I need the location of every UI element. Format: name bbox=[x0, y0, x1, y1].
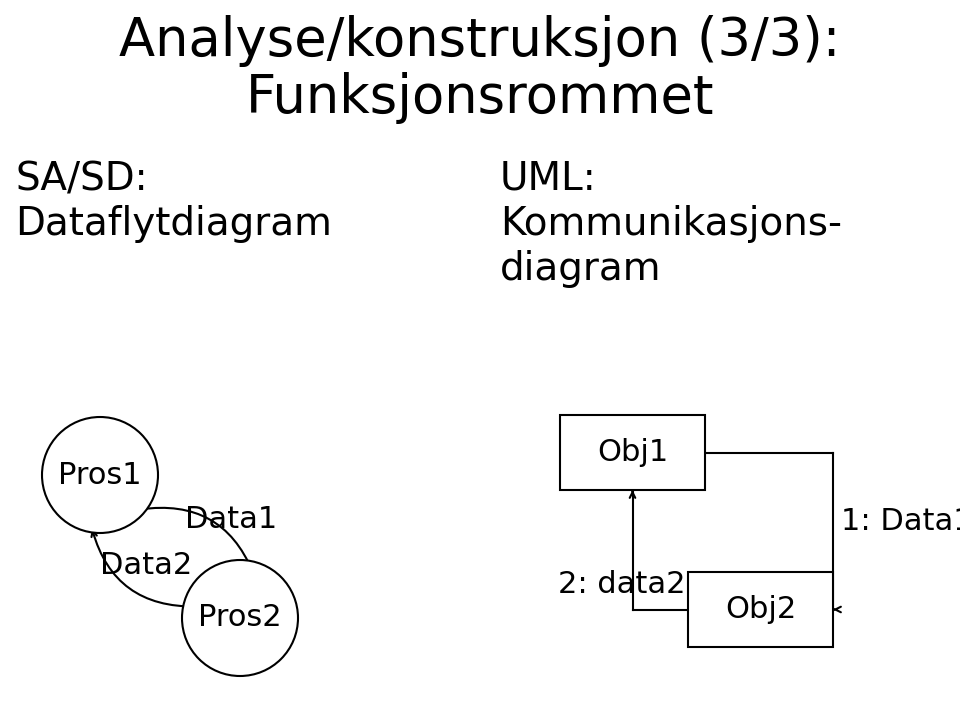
Text: 2: data2: 2: data2 bbox=[558, 570, 685, 599]
Text: 1: Data1: 1: Data1 bbox=[841, 507, 960, 536]
Text: UML:: UML: bbox=[500, 160, 597, 198]
Text: Pros1: Pros1 bbox=[59, 460, 142, 489]
Text: Analyse/konstruksjon (3/3):: Analyse/konstruksjon (3/3): bbox=[119, 15, 841, 67]
Bar bbox=[560, 415, 705, 490]
Text: diagram: diagram bbox=[500, 250, 661, 288]
Circle shape bbox=[182, 560, 298, 676]
Text: Obj1: Obj1 bbox=[597, 438, 668, 467]
Text: Data1: Data1 bbox=[185, 505, 277, 534]
Text: Obj2: Obj2 bbox=[725, 595, 796, 624]
Text: Funksjonsrommet: Funksjonsrommet bbox=[246, 72, 714, 124]
Text: Data2: Data2 bbox=[100, 550, 192, 579]
Text: Pros2: Pros2 bbox=[198, 603, 282, 632]
Text: Dataflytdiagram: Dataflytdiagram bbox=[15, 205, 332, 243]
Circle shape bbox=[42, 417, 158, 533]
Text: SA/SD:: SA/SD: bbox=[15, 160, 148, 198]
Bar bbox=[688, 572, 833, 647]
Text: Kommunikasjons-: Kommunikasjons- bbox=[500, 205, 842, 243]
